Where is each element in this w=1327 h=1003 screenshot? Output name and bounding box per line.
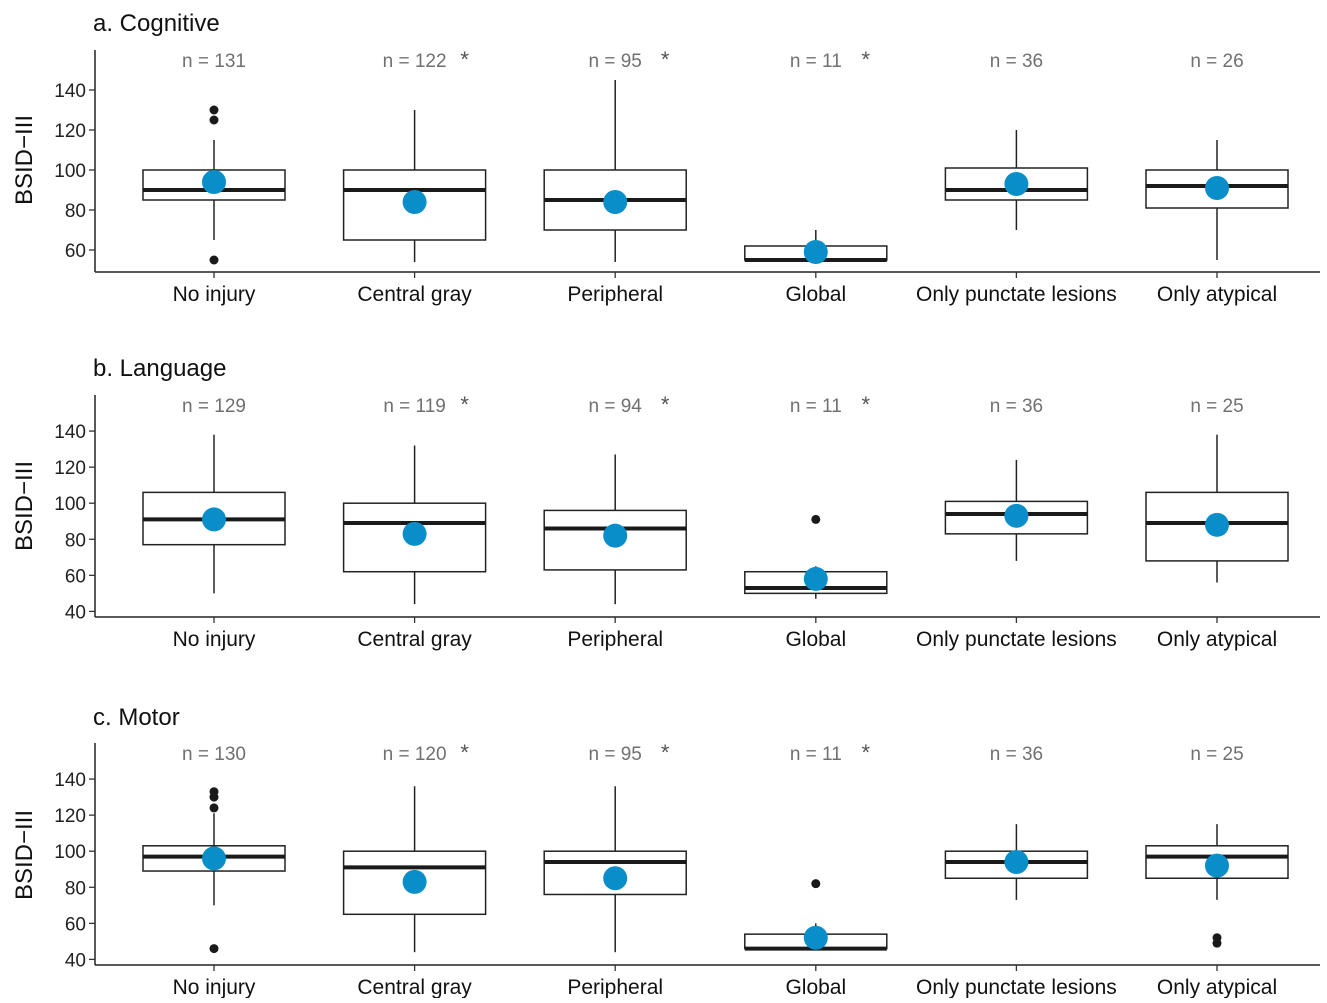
panel-1-category-label: Only atypical xyxy=(1157,283,1277,306)
panel-3-outlier-point xyxy=(209,944,219,954)
panel-3-y-tick-label: 80 xyxy=(65,878,86,899)
panel-2-significance-star: * xyxy=(460,392,469,417)
panel-3-y-tick-label: 100 xyxy=(54,842,86,863)
panel-1-category-label: No injury xyxy=(173,283,256,306)
panel-1-n-label: n = 122 xyxy=(383,51,447,72)
panel-3-y-tick-label: 60 xyxy=(65,914,86,935)
panel-1-outlier-point xyxy=(209,105,219,115)
panel-2-category-label: Only punctate lesions xyxy=(916,628,1117,651)
panel-3-category-label: Global xyxy=(785,976,846,998)
panel-2-mean-point xyxy=(1205,512,1229,537)
panel-1-significance-star: * xyxy=(460,47,469,72)
panel-2-category-label: Central gray xyxy=(357,628,472,651)
panel-3-outlier-point xyxy=(811,879,821,889)
panel-3-outlier-point xyxy=(1212,933,1222,943)
panel-1-y-tick-label: 120 xyxy=(54,121,86,142)
panel-3-category-label: Only punctate lesions xyxy=(916,976,1117,998)
panel-2-y-tick-label: 80 xyxy=(65,530,86,551)
panel-2-y-tick-label: 40 xyxy=(65,602,86,623)
panel-2-outlier-point xyxy=(811,514,821,524)
panel-2-n-label: n = 25 xyxy=(1190,396,1243,417)
panel-2-mean-point xyxy=(202,507,226,532)
panel-3-category-label: Peripheral xyxy=(567,976,663,998)
panel-2-y-axis-label: BSID−III xyxy=(11,461,38,551)
panel-3-n-label: n = 36 xyxy=(990,744,1043,765)
panel-1-mean-point xyxy=(1004,172,1029,196)
panel-1-mean-point xyxy=(803,240,828,264)
panel-2-title: b. Language xyxy=(93,355,226,382)
panel-1-category-label: Central gray xyxy=(357,283,472,306)
panel-2-mean-point xyxy=(1004,503,1029,528)
panel-2-n-label: n = 94 xyxy=(589,396,643,417)
panel-1-y-tick-label: 80 xyxy=(65,201,86,222)
panel-3-n-label: n = 11 xyxy=(790,744,842,765)
panel-1-n-label: n = 11 xyxy=(790,51,842,72)
panel-3-significance-star: * xyxy=(862,740,871,765)
panel-1-n-label: n = 131 xyxy=(182,51,246,72)
panel-1-n-label: n = 95 xyxy=(589,51,642,72)
panel-3-category-label: Only atypical xyxy=(1157,976,1277,998)
panel-1-y-tick-label: 60 xyxy=(65,241,86,262)
panel-3-y-axis-label: BSID−III xyxy=(11,810,38,900)
panel-3-outlier-point xyxy=(209,787,219,797)
panel-2-category-label: Peripheral xyxy=(567,628,663,651)
panel-1-mean-point xyxy=(603,190,628,214)
panel-1-outlier-point xyxy=(209,115,219,125)
panel-1-mean-point xyxy=(202,170,226,194)
panel-1-category-label: Peripheral xyxy=(567,283,663,306)
panel-2-y-tick-label: 140 xyxy=(54,422,86,443)
panel-2-n-label: n = 11 xyxy=(790,396,842,417)
panel-3-significance-star: * xyxy=(661,740,670,765)
panel-1-n-label: n = 26 xyxy=(1190,51,1243,72)
panel-3-y-tick-label: 40 xyxy=(65,950,86,971)
panel-2-y-tick-label: 100 xyxy=(54,494,86,515)
panel-3-category-label: Central gray xyxy=(357,976,472,998)
panel-1-category-label: Only punctate lesions xyxy=(916,283,1117,306)
panel-3-n-label: n = 25 xyxy=(1190,744,1243,765)
panel-2-category-label: Only atypical xyxy=(1157,628,1277,651)
panel-1-mean-point xyxy=(1205,176,1229,200)
panel-1-n-label: n = 36 xyxy=(990,51,1043,72)
panel-1-y-axis-label: BSID−III xyxy=(11,115,38,205)
panel-2-mean-point xyxy=(803,566,828,591)
panel-1-significance-star: * xyxy=(661,47,670,72)
panel-1-y-tick-label: 100 xyxy=(54,161,86,182)
panel-2-mean-point xyxy=(402,521,427,546)
panel-2-significance-star: * xyxy=(862,392,871,417)
panel-3-title: c. Motor xyxy=(93,704,180,731)
panel-3-mean-point xyxy=(1004,850,1029,875)
panel-2-y-tick-label: 120 xyxy=(54,458,86,479)
panel-2-category-label: Global xyxy=(785,628,846,651)
panel-3-y-tick-label: 140 xyxy=(54,770,86,791)
panel-2-n-label: n = 36 xyxy=(990,396,1043,417)
panel-2-y-tick-label: 60 xyxy=(65,566,86,587)
panel-3-mean-point xyxy=(1205,853,1229,878)
panel-3-category-label: No injury xyxy=(173,976,256,998)
panel-1-y-tick-label: 140 xyxy=(54,81,86,102)
panel-1-mean-point xyxy=(402,190,427,214)
panel-2-n-label: n = 119 xyxy=(383,396,446,417)
panel-1-significance-star: * xyxy=(862,47,871,72)
panel-3-mean-point xyxy=(402,869,427,894)
panel-3-n-label: n = 130 xyxy=(182,744,246,765)
panel-3-mean-point xyxy=(202,846,226,871)
panel-3-mean-point xyxy=(603,866,628,891)
panel-2-n-label: n = 129 xyxy=(182,396,246,417)
panel-1-title: a. Cognitive xyxy=(93,10,220,37)
panel-2-mean-point xyxy=(603,523,628,548)
panel-3-n-label: n = 95 xyxy=(589,744,642,765)
panel-3-significance-star: * xyxy=(460,740,469,765)
panel-2-significance-star: * xyxy=(661,392,670,417)
panel-1-category-label: Global xyxy=(785,283,846,306)
panel-1-outlier-point xyxy=(209,255,219,265)
panel-3-y-tick-label: 120 xyxy=(54,806,86,827)
panel-3-n-label: n = 120 xyxy=(383,744,447,765)
panel-3-mean-point xyxy=(803,925,828,950)
panel-3-outlier-point xyxy=(209,803,219,813)
panel-2-category-label: No injury xyxy=(173,628,256,651)
